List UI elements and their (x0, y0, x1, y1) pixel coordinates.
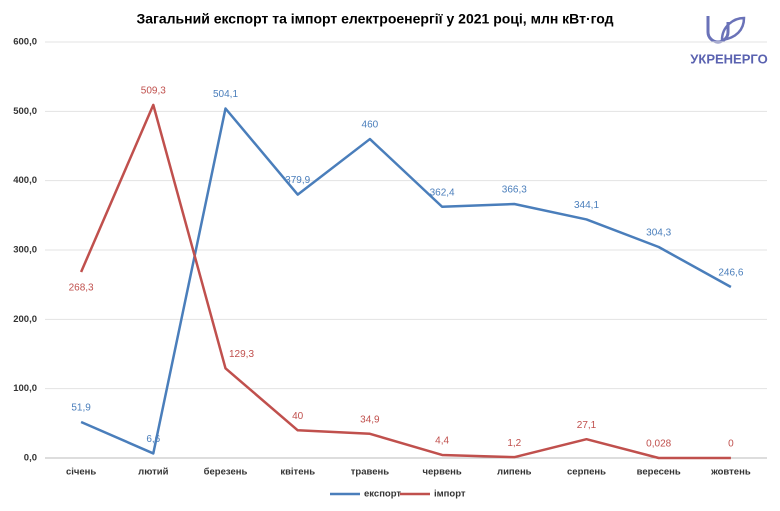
logo: УКРЕНЕРГО (690, 16, 768, 66)
data-label: 362,4 (430, 187, 455, 198)
y-tick-label: 300,0 (13, 245, 37, 256)
data-label: 304,3 (646, 228, 671, 239)
data-label: 40 (292, 411, 304, 422)
y-tick-label: 400,0 (13, 175, 37, 186)
data-label: 246,6 (718, 268, 743, 279)
data-label: 51,9 (71, 403, 91, 414)
data-label: 379,9 (285, 175, 310, 186)
x-tick-label: травень (351, 467, 389, 478)
x-tick-label: липень (497, 467, 532, 478)
series-line (80, 107, 732, 455)
data-label: 1,2 (507, 438, 521, 449)
logo-text: УКРЕНЕРГО (690, 51, 767, 66)
data-label: 4,4 (435, 436, 449, 447)
data-label: 509,3 (141, 86, 166, 97)
x-tick-label: квітень (280, 467, 315, 478)
x-tick-label: вересень (637, 467, 681, 478)
x-tick-label: лютий (138, 467, 168, 478)
data-label: 129,3 (229, 349, 254, 360)
x-tick-label: червень (423, 467, 462, 478)
y-tick-label: 600,0 (13, 37, 37, 48)
y-tick-label: 200,0 (13, 314, 37, 325)
y-tick-label: 0,0 (24, 453, 37, 464)
x-tick-label: жовтень (710, 467, 751, 478)
legend-label: експорт (364, 489, 401, 500)
data-label: 6,6 (146, 434, 160, 445)
data-label: 0 (728, 439, 734, 450)
legend-label: імпорт (434, 489, 466, 500)
data-label: 344,1 (574, 200, 599, 211)
data-label: 366,3 (502, 185, 527, 196)
series-line (79, 103, 731, 460)
x-tick-label: березень (204, 467, 248, 478)
data-label: 460 (362, 120, 379, 131)
x-tick-label: січень (66, 467, 96, 478)
data-label: 34,9 (360, 414, 380, 425)
data-label: 27,1 (577, 420, 597, 431)
x-tick-label: серпень (567, 467, 606, 478)
data-label: 0,028 (646, 439, 671, 450)
y-tick-label: 500,0 (13, 106, 37, 117)
data-label: 268,3 (69, 283, 94, 294)
logo-leaf (720, 16, 746, 42)
y-tick-label: 100,0 (13, 383, 37, 394)
data-label: 504,1 (213, 89, 238, 100)
chart-title: Загальний експорт та імпорт електроенерг… (136, 11, 613, 27)
